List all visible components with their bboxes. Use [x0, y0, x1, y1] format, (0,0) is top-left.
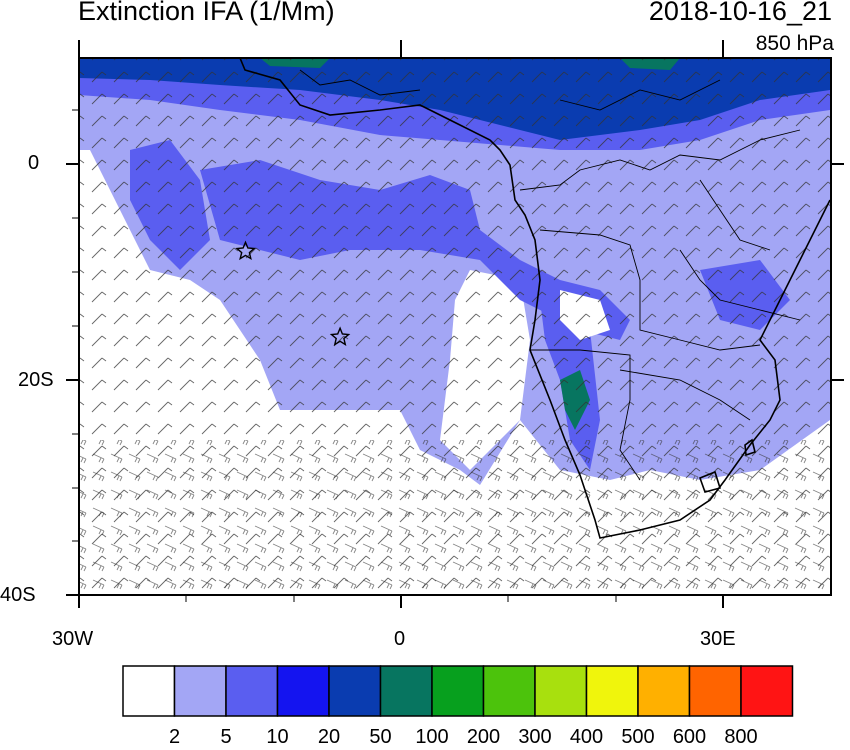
colorbar-tick-label: 800 — [724, 726, 758, 748]
x-tick-label: 30W — [52, 628, 94, 650]
colorbar-tick-label: 2 — [168, 726, 181, 748]
colorbar-swatch — [173, 665, 227, 717]
colorbar-swatch — [379, 665, 433, 717]
pressure-level-label: 850 hPa — [755, 32, 834, 55]
coastlines — [239, 58, 831, 539]
colorbar-swatch — [585, 665, 639, 717]
colorbar — [122, 665, 794, 717]
colorbar-swatch — [328, 665, 382, 717]
wind-barbs-south — [79, 440, 831, 595]
colorbar-swatch — [688, 665, 742, 717]
colorbar-swatch — [276, 665, 330, 717]
colorbar-tick-label: 500 — [621, 726, 655, 748]
country-borders — [299, 69, 801, 481]
map-title: Extinction IFA (1/Mm) — [78, 0, 335, 26]
colorbar-tick-label: 300 — [518, 726, 552, 748]
y-tick-label: 40S — [0, 584, 36, 606]
x-tick-label: 0 — [394, 628, 406, 650]
tick-marks — [66, 40, 844, 608]
colorbar-swatch — [122, 665, 176, 717]
colorbar-swatch — [225, 665, 279, 717]
colorbar-tick-label: 10 — [266, 726, 289, 748]
y-tick-label: 0 — [28, 152, 40, 174]
star-marker — [329, 326, 351, 346]
colorbar-swatch — [482, 665, 536, 717]
colorbar-swatch — [740, 665, 794, 717]
minor-ticks — [72, 109, 617, 602]
map-area — [79, 58, 831, 595]
site-markers — [235, 240, 351, 346]
datetime-label: 2018-10-16_21 — [648, 0, 832, 26]
colorbar-tick-label: 5 — [220, 726, 232, 748]
colorbar-tick-label: 100 — [415, 726, 449, 748]
colorbar-tick-label: 200 — [466, 726, 501, 748]
colorbar-swatch — [637, 665, 691, 717]
colorbar-swatch — [534, 665, 588, 717]
colorbar-tick-label: 600 — [672, 726, 707, 748]
y-tick-label: 20S — [18, 369, 54, 391]
colorbar-swatch — [431, 665, 485, 717]
colorbar-tick-label: 50 — [369, 726, 392, 748]
colorbar-tick-label: 400 — [569, 726, 604, 748]
star-marker — [235, 240, 256, 261]
colorbar-tick-label: 20 — [317, 726, 341, 748]
x-tick-label: 30E — [700, 628, 736, 650]
